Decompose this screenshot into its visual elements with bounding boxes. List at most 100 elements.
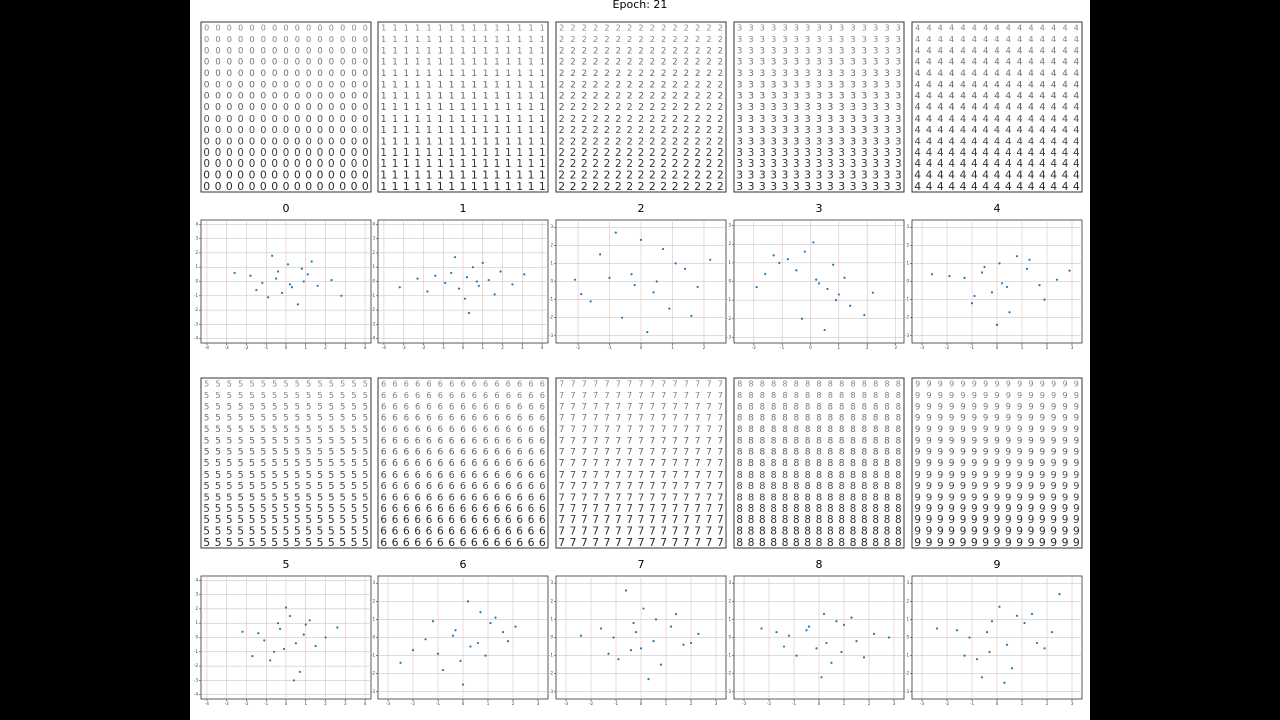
sample-digit: 6 [392, 380, 397, 389]
sample-digit: 5 [271, 504, 277, 515]
sample-digit: 4 [926, 180, 933, 193]
sample-digit: 5 [294, 504, 300, 515]
y-tick-label: -2 [194, 663, 198, 668]
sample-digit: 8 [771, 470, 777, 481]
sample-digit: 1 [540, 69, 546, 79]
point [817, 282, 821, 285]
sample-digit: 4 [960, 102, 966, 113]
sample-digit: 2 [615, 114, 621, 125]
point [292, 679, 296, 682]
sample-digit: 0 [328, 137, 334, 148]
sample-digit: 5 [363, 401, 368, 411]
sample-digit: 4 [1074, 24, 1079, 33]
sample-digit: 4 [994, 102, 1000, 113]
sample-digit: 3 [805, 69, 811, 79]
sample-digit: 2 [638, 137, 644, 148]
sample-digit: 1 [460, 125, 466, 136]
sample-digit: 4 [938, 34, 943, 44]
sample-digit: 4 [1074, 45, 1079, 55]
sample-digit: 0 [340, 114, 346, 125]
sample-digit: 4 [982, 158, 989, 170]
sample-digit: 3 [896, 58, 901, 68]
sample-digit: 2 [695, 102, 701, 113]
sample-digit: 9 [1039, 470, 1045, 481]
x-tick-label: -1 [970, 345, 974, 350]
sample-digit: 0 [203, 148, 209, 159]
sample-digit: 8 [759, 493, 765, 504]
sample-digit: 2 [638, 69, 644, 79]
sample-digit: 4 [1073, 158, 1080, 170]
sample-digit: 0 [272, 102, 278, 113]
sample-digit: 5 [294, 493, 300, 504]
sample-digit: 5 [328, 526, 335, 538]
sample-digit: 9 [1017, 436, 1023, 446]
sample-digit: 4 [914, 158, 921, 170]
sample-digit: 8 [804, 514, 811, 526]
sample-digit: 1 [539, 91, 545, 102]
sample-digit: 9 [1005, 536, 1012, 549]
sample-digit: 9 [1062, 447, 1068, 458]
sample-digit: 6 [506, 425, 512, 435]
sample-digit: 0 [249, 158, 256, 170]
sample-digit: 8 [816, 536, 823, 549]
sample-digit: 7 [559, 470, 565, 481]
sample-digit: 9 [1062, 504, 1068, 515]
point [273, 650, 276, 653]
sample-digit: 4 [949, 102, 955, 113]
sample-digit: 9 [982, 493, 988, 504]
sample-digit: 7 [706, 526, 713, 538]
sample-digit: 7 [593, 458, 599, 469]
sample-digit: 7 [570, 380, 575, 389]
sample-digit: 4 [1051, 114, 1057, 125]
sample-digit: 1 [494, 102, 500, 113]
sample-grid-frame [377, 377, 549, 549]
sample-digit: 0 [305, 137, 311, 148]
sample-digit: 1 [381, 80, 387, 90]
sample-digit: 9 [994, 470, 1000, 481]
sample-digit: 5 [340, 481, 346, 492]
point [1030, 612, 1034, 616]
sample-digit: 7 [684, 401, 689, 411]
sample-digit: 7 [638, 401, 643, 411]
sample-digit: 2 [661, 125, 667, 136]
sample-digit: 9 [983, 425, 989, 435]
sample-digit: 0 [238, 69, 244, 79]
sample-digit: 0 [249, 170, 256, 182]
sample-digit: 6 [540, 401, 545, 411]
sample-digit: 6 [539, 504, 545, 515]
sample-digit: 2 [683, 180, 690, 193]
sample-digit: 8 [737, 447, 743, 458]
sample-digit: 0 [362, 80, 368, 90]
sample-digit: 4 [994, 58, 999, 68]
sample-digit: 2 [592, 180, 599, 193]
x-tick-label: 0 [285, 701, 288, 706]
sample-digit: 7 [694, 514, 701, 526]
sample-digit: 6 [392, 514, 399, 526]
sample-digit: 0 [249, 137, 255, 148]
sample-digit: 3 [861, 125, 867, 136]
sample-digit: 6 [437, 436, 443, 446]
sample-digit: 2 [638, 158, 645, 170]
sample-digit: 6 [460, 447, 466, 458]
sample-digit: 3 [884, 137, 890, 148]
sample-digit: 8 [861, 493, 867, 504]
sample-digit: 9 [1006, 425, 1012, 435]
sample-digit: 2 [694, 170, 701, 182]
sample-digit: 8 [816, 458, 822, 469]
sample-digit: 5 [283, 536, 290, 549]
sample-digit: 8 [805, 436, 811, 446]
sample-digit: 1 [392, 114, 398, 125]
point [296, 303, 299, 306]
sample-digit: 7 [592, 493, 598, 504]
sample-digit: 2 [604, 102, 610, 113]
sample-digit: 2 [570, 170, 577, 182]
point [639, 647, 643, 650]
point [300, 267, 303, 270]
sample-digit: 0 [351, 137, 357, 148]
sample-digit: 6 [494, 390, 499, 400]
y-tick-label: 0 [550, 279, 553, 284]
sample-digit: 1 [517, 24, 522, 33]
x-tick-label: -3 [225, 345, 229, 350]
x-tick-label: 0 [640, 701, 643, 706]
sample-digit: 8 [827, 447, 833, 458]
